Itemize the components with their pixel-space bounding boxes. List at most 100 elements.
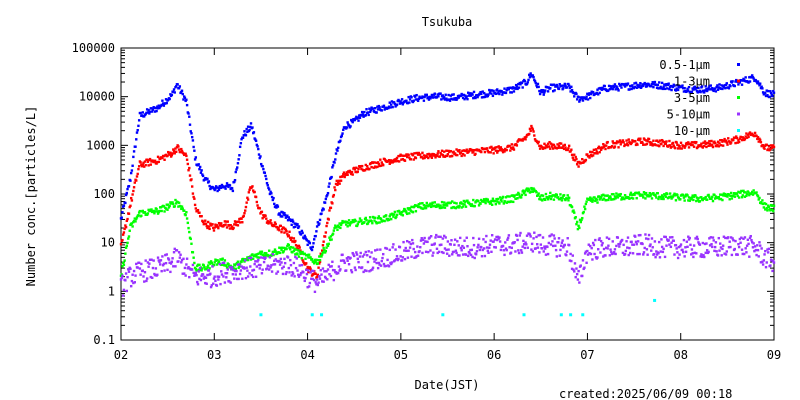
data-point — [262, 260, 266, 264]
data-point — [669, 245, 673, 249]
data-point — [721, 87, 724, 91]
data-point — [397, 99, 401, 103]
data-point — [197, 163, 200, 166]
data-point — [643, 192, 646, 196]
data-point — [197, 270, 200, 273]
data-point — [588, 252, 591, 255]
data-point — [138, 209, 142, 213]
data-point — [591, 154, 595, 157]
data-point — [177, 87, 181, 90]
data-point — [177, 251, 181, 254]
data-point — [257, 252, 260, 256]
data-point — [687, 199, 690, 202]
data-point — [408, 240, 411, 244]
data-point — [543, 245, 546, 248]
data-point — [567, 144, 571, 147]
data-point — [613, 195, 617, 198]
data-point — [590, 154, 593, 158]
data-point — [497, 90, 500, 93]
data-point — [581, 313, 585, 317]
data-point — [156, 107, 160, 110]
data-point — [314, 234, 317, 238]
data-point — [327, 263, 330, 267]
data-point — [668, 144, 672, 147]
data-point — [246, 198, 250, 201]
data-point — [334, 158, 337, 161]
data-point — [195, 269, 198, 272]
data-point — [704, 195, 707, 199]
data-point — [280, 230, 283, 234]
data-point — [716, 84, 719, 87]
data-point — [419, 153, 422, 156]
data-point — [288, 246, 291, 250]
data-point — [732, 194, 735, 197]
data-point — [369, 161, 373, 165]
data-point — [400, 98, 404, 101]
data-point — [495, 197, 498, 201]
data-point — [709, 144, 713, 147]
data-point — [206, 226, 209, 230]
data-point — [140, 163, 143, 167]
data-point — [245, 201, 248, 204]
data-point — [578, 160, 581, 164]
data-point — [337, 225, 341, 229]
data-point — [740, 138, 744, 142]
data-point — [180, 90, 183, 94]
data-point — [271, 253, 275, 256]
data-point — [331, 202, 334, 205]
data-point — [484, 201, 487, 205]
data-point — [625, 240, 628, 243]
data-point — [511, 194, 514, 197]
data-point — [424, 250, 428, 254]
data-point — [180, 149, 184, 153]
data-point — [188, 174, 192, 177]
data-point — [551, 147, 555, 150]
data-point — [674, 89, 678, 92]
data-point — [761, 91, 765, 94]
y-tick-label: 100 — [93, 187, 115, 201]
data-point — [483, 95, 487, 99]
data-point — [636, 240, 640, 243]
data-point — [509, 251, 513, 254]
data-point — [466, 199, 469, 202]
data-point — [368, 270, 371, 273]
data-point — [772, 204, 776, 207]
data-point — [546, 86, 549, 89]
data-point — [644, 197, 647, 200]
data-point — [228, 265, 232, 269]
data-point — [348, 169, 352, 173]
data-point — [490, 199, 493, 203]
data-point — [603, 144, 606, 147]
data-point — [650, 193, 653, 196]
data-point — [601, 86, 604, 90]
data-point — [455, 251, 458, 255]
data-point — [297, 226, 300, 230]
data-point — [363, 269, 367, 272]
data-point — [146, 212, 150, 215]
data-point — [463, 239, 466, 242]
data-point — [249, 256, 253, 260]
data-point — [622, 243, 625, 247]
data-point — [674, 199, 678, 202]
data-point — [692, 244, 696, 247]
data-point — [413, 256, 416, 260]
data-point — [269, 219, 272, 222]
data-point — [733, 84, 736, 88]
data-point — [412, 247, 415, 251]
data-point — [167, 203, 170, 206]
data-point — [144, 112, 147, 116]
data-point — [254, 260, 257, 263]
data-point — [690, 248, 694, 251]
data-point — [327, 242, 330, 246]
data-point — [669, 84, 673, 88]
data-point — [299, 233, 303, 236]
data-point — [121, 238, 124, 242]
data-point — [508, 195, 511, 198]
data-point — [363, 253, 366, 256]
data-point — [663, 83, 666, 86]
data-point — [463, 203, 466, 206]
data-point — [636, 252, 639, 256]
data-point — [719, 139, 722, 142]
data-point — [188, 123, 192, 126]
data-point — [129, 196, 133, 200]
